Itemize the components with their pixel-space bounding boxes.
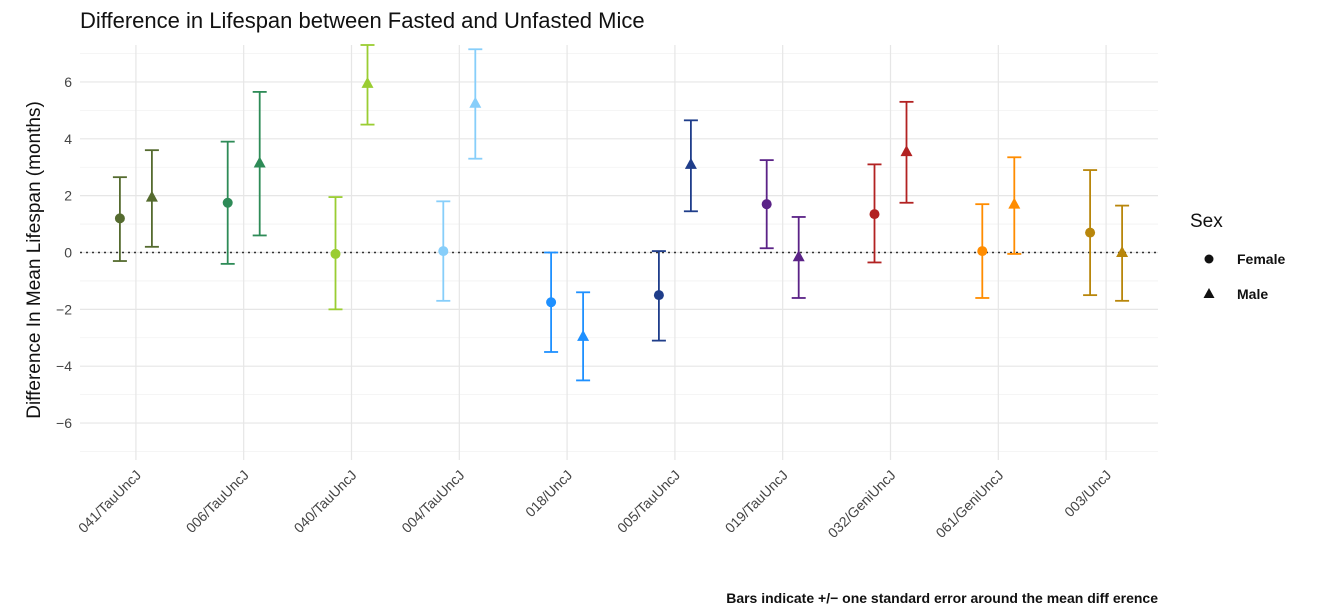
point-male [577, 329, 590, 341]
errorbar-male-0 [144, 149, 159, 248]
errorbar-female-2 [328, 196, 343, 311]
errorbar-male-7 [899, 100, 914, 204]
x-axis-ticks: 041/TauUncJ 006/TauUncJ 040/TauUncJ 004/Tau… [75, 467, 1114, 541]
errorbar-female-6 [759, 159, 774, 250]
point-male [1008, 197, 1021, 209]
x-tick-label: 061/GeniUncJ [932, 467, 1006, 541]
marks-layer [112, 44, 1130, 382]
errorbar-male-3 [468, 48, 483, 160]
y-tick-label: 2 [64, 188, 72, 204]
x-tick-label: 018/UncJ [522, 467, 575, 520]
legend-female-label: Female [1237, 251, 1285, 267]
point-female [330, 248, 341, 259]
errorbar-male-5 [683, 119, 698, 213]
errorbar-female-0 [112, 176, 127, 262]
errorbar-female-4 [544, 251, 559, 353]
errorbar-female-1 [220, 140, 235, 265]
point-female [977, 246, 988, 257]
legend-male-marker [1203, 288, 1215, 298]
chart-title: Difference in Lifespan between Fasted an… [80, 8, 645, 33]
point-male [1116, 246, 1129, 257]
point-female [438, 246, 449, 257]
x-tick-label: 004/TauUncJ [398, 467, 467, 536]
errorbar-female-3 [436, 200, 451, 302]
y-tick-label: 6 [64, 74, 72, 90]
point-female [546, 297, 557, 308]
errorbar-female-8 [975, 203, 990, 299]
y-tick-label: −6 [56, 415, 72, 431]
point-female [222, 197, 233, 208]
point-male [145, 190, 158, 202]
grid-layer [80, 45, 1158, 460]
x-tick-label: 040/TauUncJ [291, 467, 360, 536]
y-tick-label: −4 [56, 358, 72, 374]
legend: Sex Female Male [1190, 211, 1285, 302]
errorbar-male-1 [252, 91, 267, 237]
chart-caption: Bars indicate +/− one standard error aro… [726, 590, 1158, 606]
x-tick-label: 019/TauUncJ [722, 467, 791, 536]
x-tick-label: 032/GeniUncJ [825, 467, 899, 541]
legend-female-marker [1204, 254, 1214, 264]
point-female [869, 209, 880, 220]
x-tick-label: 006/TauUncJ [183, 467, 252, 536]
errorbar-male-2 [360, 44, 375, 126]
point-male [361, 76, 374, 88]
point-male [684, 157, 697, 169]
point-male [792, 250, 805, 262]
point-female [1085, 227, 1096, 238]
errorbar-female-9 [1083, 169, 1098, 297]
errorbar-female-7 [867, 163, 882, 264]
point-male [469, 96, 482, 108]
point-female [114, 213, 125, 224]
y-axis-ticks: −6 −4 −2 0 2 4 6 [56, 74, 72, 431]
point-female [653, 290, 664, 301]
errorbar-male-6 [791, 216, 806, 299]
legend-title: Sex [1190, 211, 1223, 232]
errorbar-female-5 [651, 250, 666, 342]
legend-male-label: Male [1237, 286, 1268, 302]
y-axis-title: Difference In Mean Lifespan (months) [24, 101, 45, 419]
y-tick-label: 4 [64, 131, 72, 147]
y-tick-label: −2 [56, 301, 72, 317]
x-tick-label: 041/TauUncJ [75, 467, 144, 536]
x-tick-label: 005/TauUncJ [614, 467, 683, 536]
point-male [253, 156, 266, 168]
errorbar-male-9 [1115, 204, 1130, 302]
errorbar-male-8 [1007, 156, 1022, 255]
errorbar-male-4 [576, 291, 591, 382]
y-tick-label: 0 [64, 245, 72, 261]
point-female [761, 199, 772, 210]
point-male [900, 145, 913, 157]
x-tick-label: 003/UncJ [1061, 467, 1114, 520]
